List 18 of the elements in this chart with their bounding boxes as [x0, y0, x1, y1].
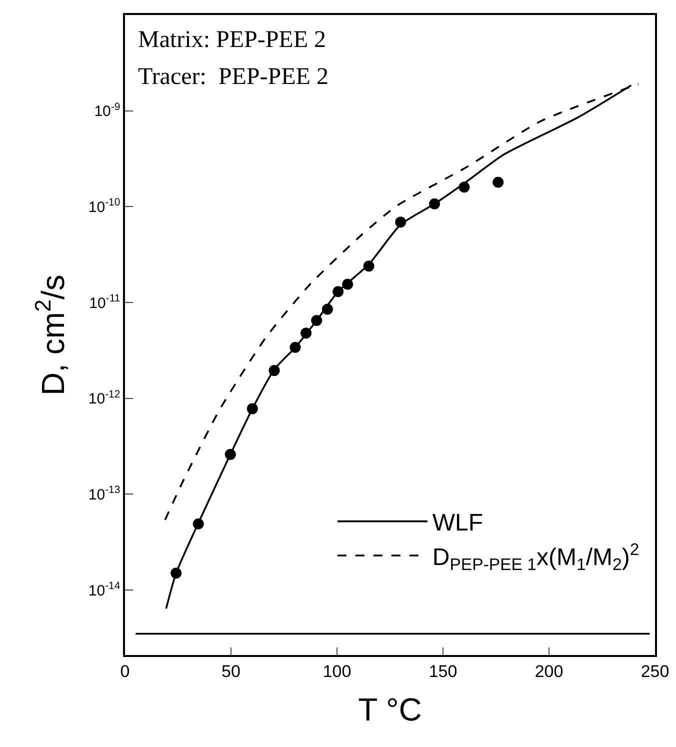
y-tick-label: 10$^{-11}$: [89, 292, 120, 312]
x-tick-label: 150: [428, 662, 458, 682]
x-tick-label: 0: [120, 662, 130, 682]
x-tick-label: 200: [534, 662, 564, 682]
y-tick-label: 10$^{-14}$: [88, 580, 120, 600]
legend-label: WLF: [432, 510, 484, 537]
y-tick-label: 10$^{-12}$: [88, 388, 120, 408]
x-axis-title: T °C: [358, 692, 422, 728]
y-tick-label: 10$^{-9}$: [94, 100, 120, 120]
y-tick-label: 10$^{-13}$: [88, 484, 120, 504]
x-tick-label: 50: [222, 662, 240, 682]
x-tick-label: 250: [640, 662, 670, 682]
y-tick-label: 10$^{-10}$: [88, 196, 120, 216]
x-tick-label: 100: [322, 662, 352, 682]
annotation: Tracer: PEP-PEE 2: [138, 64, 328, 90]
legend-label: D$_{PEP-PEE 1}$x(M$_{1}$/M$_{2}$)$^{2}$: [432, 540, 640, 574]
annotation: Matrix: PEP-PEE 2: [138, 27, 326, 53]
point: [492, 176, 504, 188]
